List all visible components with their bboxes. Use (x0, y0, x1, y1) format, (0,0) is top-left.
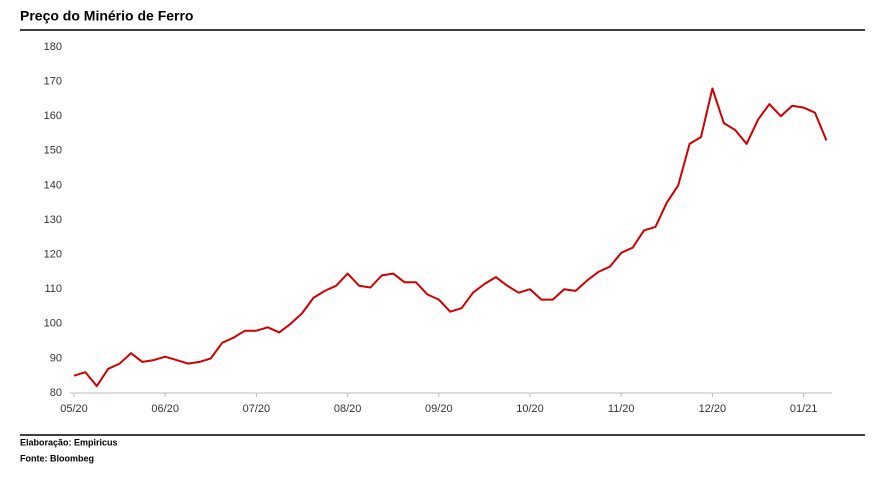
y-tick-label: 160 (44, 110, 62, 122)
x-tick-label: 11/20 (608, 403, 635, 415)
x-tick-label: 06/20 (151, 403, 179, 415)
chart-title: Preço do Minério de Ferro (20, 8, 193, 24)
x-tick-label: 12/20 (699, 403, 727, 415)
y-tick-label: 150 (44, 145, 62, 157)
y-tick-label: 180 (44, 41, 62, 53)
x-tick-label: 07/20 (243, 403, 271, 415)
x-tick-label: 08/20 (334, 403, 362, 415)
price-line (73, 87, 828, 388)
footer-credit: Elaboração: Empiricus (20, 437, 118, 447)
y-tick-label: 130 (44, 214, 62, 226)
y-tick-label: 80 (50, 387, 62, 399)
y-tick-label: 110 (44, 283, 62, 295)
x-tick-label: 09/20 (425, 403, 453, 415)
y-tick-label: 100 (44, 318, 62, 330)
y-tick-label: 120 (44, 249, 62, 261)
x-tick-label: 01/21 (790, 403, 818, 415)
y-tick-label: 140 (44, 179, 62, 191)
footer-source: Fonte: Bloombeg (20, 453, 94, 463)
x-tick-label: 05/20 (60, 403, 88, 415)
y-tick-label: 90 (50, 352, 62, 364)
x-tick-label: 10/20 (516, 403, 544, 415)
y-tick-label: 170 (44, 76, 62, 88)
